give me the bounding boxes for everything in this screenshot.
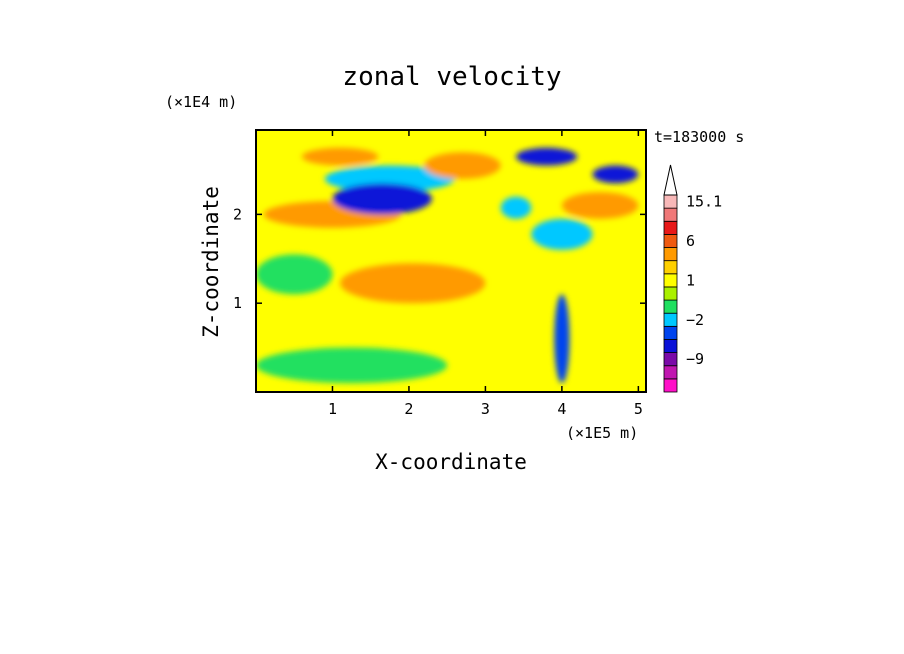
colorbar: 15.1 6 1 −2 −9	[663, 164, 722, 393]
colorbar-extension-arrow	[663, 164, 678, 196]
plot-frame	[255, 129, 647, 393]
x-tick-label: 1	[328, 400, 337, 418]
colorbar-band	[663, 378, 678, 393]
y-axis: 12	[233, 205, 646, 312]
colorbar-tick-label: 1	[686, 271, 695, 289]
colorbar-band	[663, 220, 678, 235]
colorbar-band	[663, 352, 678, 367]
x-axis-label: X-coordinate	[375, 450, 527, 474]
y-axis-label: Z-coordinate	[199, 186, 223, 338]
y-tick-label: 1	[233, 294, 242, 312]
x-axis: 1 2 3 4 5	[328, 130, 643, 418]
x-tick-label: 3	[481, 400, 490, 418]
y-tick-label: 2	[233, 205, 242, 223]
colorbar-band	[663, 273, 678, 288]
contour-region-6	[301, 147, 379, 166]
colorbar-band	[663, 233, 678, 248]
colorbar-band	[663, 194, 678, 209]
contour-region-12	[500, 196, 532, 219]
contour-region-5	[592, 165, 639, 184]
colorbar-tick-label: −9	[686, 350, 704, 368]
colorbar-band	[663, 207, 678, 222]
colorbar-band	[663, 365, 678, 380]
contour-region-10	[256, 347, 448, 384]
colorbar-tick-label: 6	[686, 232, 695, 250]
contour-field	[256, 130, 646, 392]
contour-region-1	[340, 263, 486, 304]
x-tick-label: 2	[404, 400, 413, 418]
contour-region-11	[554, 294, 570, 384]
time-label: t=183000 s	[654, 128, 744, 146]
x-tick-label: 5	[634, 400, 643, 418]
colorbar-band	[663, 286, 678, 301]
colorbar-band	[663, 299, 678, 314]
colorbar-band	[663, 260, 678, 275]
colorbar-tick-label: −2	[686, 311, 704, 329]
contour-region-4	[516, 147, 578, 166]
colorbar-band	[663, 247, 678, 262]
x-scale-label: (×1E5 m)	[566, 424, 638, 442]
y-scale-label: (×1E4 m)	[165, 93, 237, 111]
contour-region-8	[561, 192, 639, 219]
colorbar-band	[663, 339, 678, 354]
chart-title: zonal velocity	[342, 62, 561, 92]
x-tick-label: 4	[557, 400, 566, 418]
contour-region-9	[256, 254, 333, 295]
colorbar-band	[663, 312, 678, 327]
contour-region-7	[424, 152, 501, 179]
colorbar-band	[663, 325, 678, 340]
colorbar-tick-label: 15.1	[686, 193, 722, 211]
contour-region-13	[531, 218, 593, 250]
contour-region-3	[332, 183, 432, 215]
